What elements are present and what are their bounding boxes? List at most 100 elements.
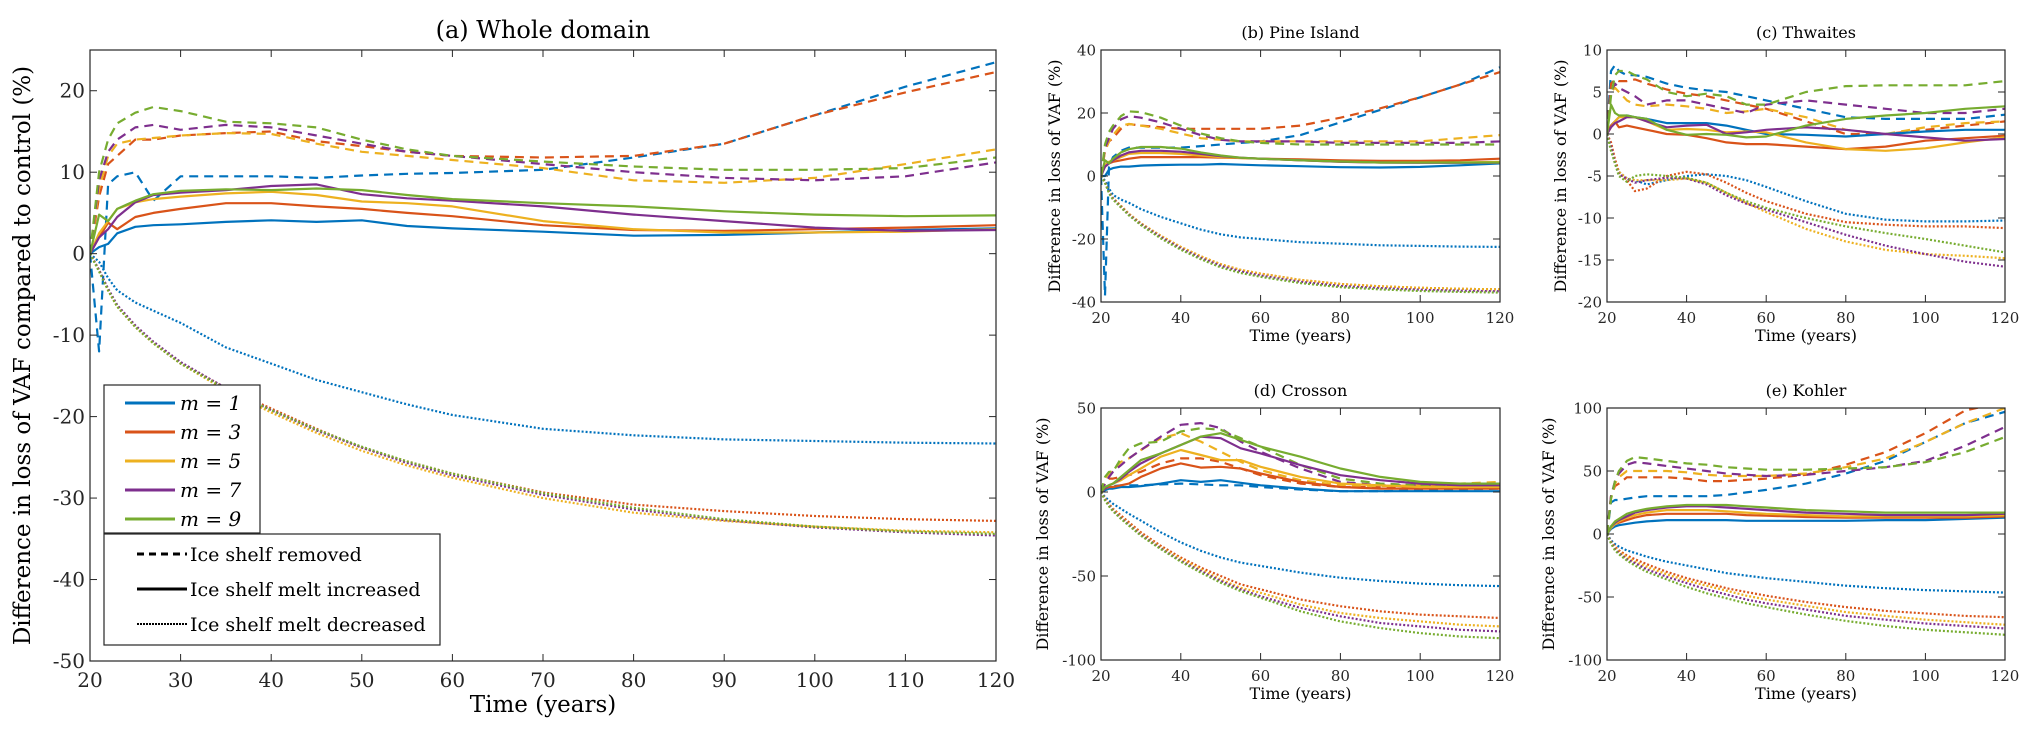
x-tick-label: 20	[1597, 667, 1616, 685]
series-line-m9-dash	[90, 105, 996, 254]
series-line-m5-solid	[1607, 116, 2005, 152]
series-line-m1-solid	[1101, 479, 1500, 494]
series-line-m1-dot	[1607, 533, 2005, 594]
chart-title: (b) Pine Island	[1241, 23, 1359, 42]
series-line-m5-dash	[1101, 432, 1500, 493]
series-line-m9-dot	[1607, 133, 2005, 254]
x-tick-label: 120	[977, 668, 1015, 692]
legend-label: m = 9	[180, 507, 241, 531]
y-tick-label: -20	[1072, 230, 1096, 248]
legend-label: Ice shelf melt increased	[190, 579, 421, 601]
y-tick-label: 20	[1077, 104, 1096, 122]
series-line-m9-dash	[1607, 435, 2005, 535]
x-tick-label: 70	[530, 668, 555, 692]
y-tick-label: 100	[1573, 399, 1602, 417]
series-line-m3-dot	[1607, 133, 2005, 230]
x-tick-label: 20	[77, 668, 102, 692]
chart-title: (e) Kohler	[1766, 381, 1847, 400]
series-line-m3-dash	[1607, 408, 1982, 535]
x-tick-label: 80	[621, 668, 646, 692]
x-tick-label: 120	[1486, 667, 1515, 685]
series-line-m9-solid	[1101, 432, 1500, 493]
series-line-m1-solid	[1607, 516, 2005, 535]
series-group	[1101, 422, 1500, 640]
series-group	[1607, 63, 2005, 268]
x-tick-label: 100	[1406, 309, 1435, 327]
series-line-m5-dash	[1607, 86, 2005, 136]
y-tick-label: 0	[1086, 483, 1096, 501]
series-line-m5-dot	[1101, 175, 1500, 291]
series-line-m3-dash	[1101, 457, 1500, 493]
series-line-m5-dash	[1101, 122, 1500, 177]
series-line-m7-solid	[1607, 116, 2005, 142]
x-tick-label: 20	[1091, 667, 1110, 685]
chart-panel-c: 20 40 60 80 100 120 -20 -15 -10 -5 0 5 10 (c) Thwaite…	[1551, 23, 2019, 345]
x-axis-label: Time (years)	[1250, 326, 1352, 345]
series-line-m9-dot	[1607, 533, 2005, 636]
series-group	[90, 61, 996, 537]
x-axis-label: Time (years)	[1755, 684, 1857, 703]
y-tick-label: -50	[53, 649, 85, 673]
y-axis-label: Difference in loss of VAF (%)	[1045, 59, 1064, 292]
chart-title: (c) Thwaites	[1756, 23, 1856, 42]
x-tick-label: 80	[1836, 309, 1855, 327]
x-tick-label: 120	[1991, 667, 2020, 685]
y-tick-label: 0	[1592, 125, 1602, 143]
series-line-m9-solid	[1607, 103, 2005, 139]
series-line-m7-dot	[1101, 175, 1500, 293]
legend-label: Ice shelf removed	[190, 544, 362, 566]
legend-box-m	[103, 384, 261, 534]
chart-title: (d) Crosson	[1254, 381, 1348, 400]
x-tick-label: 120	[1486, 309, 1515, 327]
x-tick-label: 100	[796, 668, 834, 692]
y-tick-label: 0	[1086, 167, 1096, 185]
y-tick-label: 50	[1077, 399, 1096, 417]
y-axis-label: Difference in loss of VAF (%)	[1539, 417, 1558, 650]
x-tick-label: 40	[1677, 309, 1696, 327]
y-tick-label: -10	[53, 323, 85, 347]
series-line-m1-solid	[1101, 162, 1500, 178]
series-line-m7-dash	[1607, 82, 2005, 135]
y-axis-label: Difference in loss of VAF compared to co…	[10, 66, 36, 645]
series-line-m7-dash	[1101, 114, 1500, 177]
x-tick-label: 80	[1836, 667, 1855, 685]
series-line-m1-dot	[1101, 491, 1500, 588]
y-tick-label: -20	[1578, 293, 1602, 311]
x-axis-label: Time (years)	[470, 692, 617, 718]
series-line-m7-solid	[90, 183, 996, 255]
series-line-m7-dot	[1607, 133, 2005, 268]
series-line-m5-dash	[90, 132, 996, 254]
y-tick-label: 50	[1583, 462, 1602, 480]
y-tick-label: -20	[53, 405, 85, 429]
x-tick-label: 20	[1091, 309, 1110, 327]
y-tick-label: -100	[1062, 651, 1096, 669]
chart-panel-d: 20 40 60 80 100 120 -100 -50 0 50 (d) Crosson Time …	[1033, 381, 1514, 703]
y-tick-label: -10	[1578, 209, 1602, 227]
series-line-m3-solid	[1101, 156, 1500, 177]
x-tick-label: 50	[349, 668, 374, 692]
series-line-m3-dot	[1101, 175, 1500, 291]
legend: m = 1 m = 3 m = 5 m = 7 m = 9 Ice shelf remov…	[103, 384, 441, 646]
series-line-m3-solid	[90, 202, 996, 255]
x-tick-label: 100	[1911, 309, 1940, 327]
y-tick-label: -50	[1072, 567, 1096, 585]
y-tick-label: -5	[1587, 167, 1602, 185]
series-line-m3-solid	[1101, 462, 1500, 493]
x-tick-label: 40	[258, 668, 283, 692]
y-tick-label: -30	[53, 486, 85, 510]
y-tick-label: -40	[1072, 293, 1096, 311]
series-line-m9-dot	[90, 253, 996, 535]
x-tick-label: 40	[1677, 667, 1696, 685]
chart-panel-b: 20 40 60 80 100 120 -40 -20 0 20 40 (b) Pine Island…	[1045, 23, 1514, 345]
series-group	[1607, 408, 2005, 636]
x-tick-label: 60	[1251, 667, 1270, 685]
x-axis-label: Time (years)	[1755, 326, 1857, 345]
y-axis-label: Difference in loss of VAF (%)	[1033, 417, 1052, 650]
legend-label: Ice shelf melt decreased	[190, 614, 426, 636]
series-line-m3-dot	[1101, 491, 1500, 620]
series-line-m7-dot	[1101, 491, 1500, 633]
y-tick-label: 10	[60, 160, 85, 184]
series-line-m5-dot	[1607, 133, 2005, 260]
series-line-m1-solid	[90, 219, 996, 255]
